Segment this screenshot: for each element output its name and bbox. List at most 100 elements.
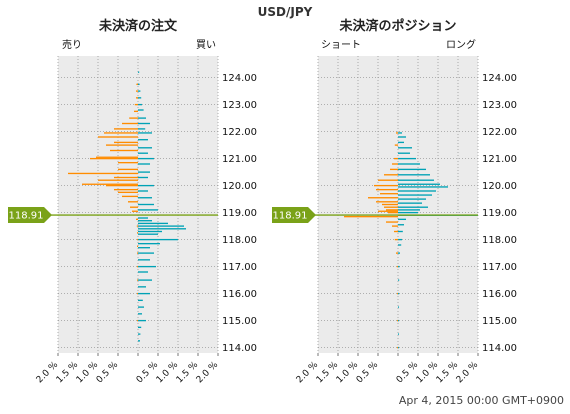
orders-bars (68, 71, 186, 342)
y-tick-label: 122.00 (482, 127, 517, 138)
sell-bar (136, 90, 138, 92)
buy-bar (398, 279, 400, 281)
positions-price-flag (272, 207, 316, 224)
buy-bar (398, 198, 426, 200)
sell-bar (118, 191, 138, 194)
y-tick-label: 118.00 (482, 235, 517, 246)
sell-bar (396, 252, 398, 254)
timestamp: Apr 4, 2015 00:00 GMT+0900 (399, 394, 564, 407)
sell-bar (396, 132, 398, 134)
x-tick-label: 2.0 % (455, 360, 481, 386)
x-tick-label: 0.5 % (355, 360, 381, 386)
x-tick-label: 1.0 % (415, 360, 441, 386)
buy-bar (138, 326, 142, 329)
buy-bar (138, 228, 186, 230)
sell-bar (376, 188, 398, 191)
buy-bar (138, 279, 152, 281)
buy-bar (398, 265, 400, 268)
y-tick-label: 117.00 (222, 262, 257, 273)
buy-bar (138, 122, 150, 125)
sell-bar (378, 179, 398, 181)
buy-bar (398, 186, 448, 188)
buy-bar (398, 224, 404, 226)
sell-bar (98, 136, 138, 138)
buy-bar (138, 313, 142, 315)
buy-bar (138, 83, 140, 86)
buy-bar (398, 211, 418, 214)
y-tick-label: 121.00 (482, 154, 517, 165)
buy-bar (398, 252, 400, 254)
y-tick-label: 119.00 (482, 208, 517, 219)
y-tick-label: 120.00 (222, 181, 257, 192)
buy-bar (138, 247, 150, 249)
buy-bar (398, 147, 412, 149)
sell-bar (96, 156, 138, 158)
buy-bar (138, 152, 148, 154)
buy-bar (398, 202, 422, 204)
sell-bar (376, 201, 398, 203)
x-tick-label: 1.0 % (75, 360, 101, 386)
sell-bar (136, 225, 138, 227)
buy-bar (398, 141, 404, 144)
pair-title: USD/JPY (258, 5, 313, 19)
orders-title: 未決済の注文 (98, 18, 178, 34)
buy-bar (138, 286, 146, 288)
sell-bar (344, 215, 398, 218)
x-tick-label: 0.5 % (135, 360, 161, 386)
buy-bar (398, 163, 420, 165)
buy-bar (138, 259, 150, 261)
positions-y-axis: 114.00 115.00 116.00 117.00 118.00 119.00 120.… (482, 73, 517, 354)
sell-bar (382, 203, 398, 206)
buy-bar (138, 265, 156, 268)
buy-bar (138, 157, 154, 160)
sell-bar (384, 206, 398, 208)
sell-bar (114, 188, 138, 191)
sell-bar (386, 209, 398, 211)
buy-bar (138, 128, 146, 130)
y-tick-label: 114.00 (222, 343, 257, 354)
buy-bar (138, 217, 148, 219)
buy-bar (398, 136, 406, 138)
buy-bar (138, 233, 158, 235)
buy-bar (398, 306, 399, 308)
buy-bar (138, 252, 154, 254)
sell-bar (118, 161, 138, 164)
orders-price-marker: 118.91 (8, 207, 218, 224)
y-tick-label: 121.00 (222, 154, 257, 165)
sell-bar (132, 210, 138, 212)
sell-bar (397, 346, 398, 349)
sell-bar (386, 221, 398, 223)
sell-bar (137, 319, 138, 322)
y-tick-label: 123.00 (222, 100, 257, 111)
buy-bar (398, 209, 420, 211)
sell-bar (136, 218, 138, 221)
buy-bar (138, 230, 162, 233)
x-tick-label: 2.0 % (295, 360, 321, 386)
sell-bar (394, 230, 398, 233)
sell-bar (390, 168, 398, 171)
positions-panel: 未決済のポジション ショート ロング 114.00 115.00 116.00 117… (272, 18, 517, 385)
y-tick-label: 118.00 (222, 235, 257, 246)
sell-bar (137, 245, 138, 248)
sell-bar (384, 174, 398, 176)
sell-bar (90, 157, 138, 160)
sell-bar (368, 197, 398, 199)
buy-bar (138, 242, 160, 245)
buy-bar (138, 132, 152, 134)
x-tick-label: 0.5 % (95, 360, 121, 386)
positions-price-label: 118.91 (273, 211, 308, 222)
buy-bar (138, 139, 148, 141)
y-tick-label: 120.00 (482, 181, 517, 192)
positions-long-label: ロング (446, 38, 476, 51)
buy-bar (138, 220, 152, 222)
positions-title: 未決済のポジション (338, 18, 456, 34)
buy-bar (138, 97, 142, 99)
sell-bar (129, 117, 138, 119)
positions-short-label: ショート (321, 40, 361, 51)
sell-bar (134, 103, 138, 106)
buy-bar (398, 157, 416, 160)
y-tick-label: 117.00 (482, 262, 517, 273)
buy-bar (398, 174, 430, 176)
